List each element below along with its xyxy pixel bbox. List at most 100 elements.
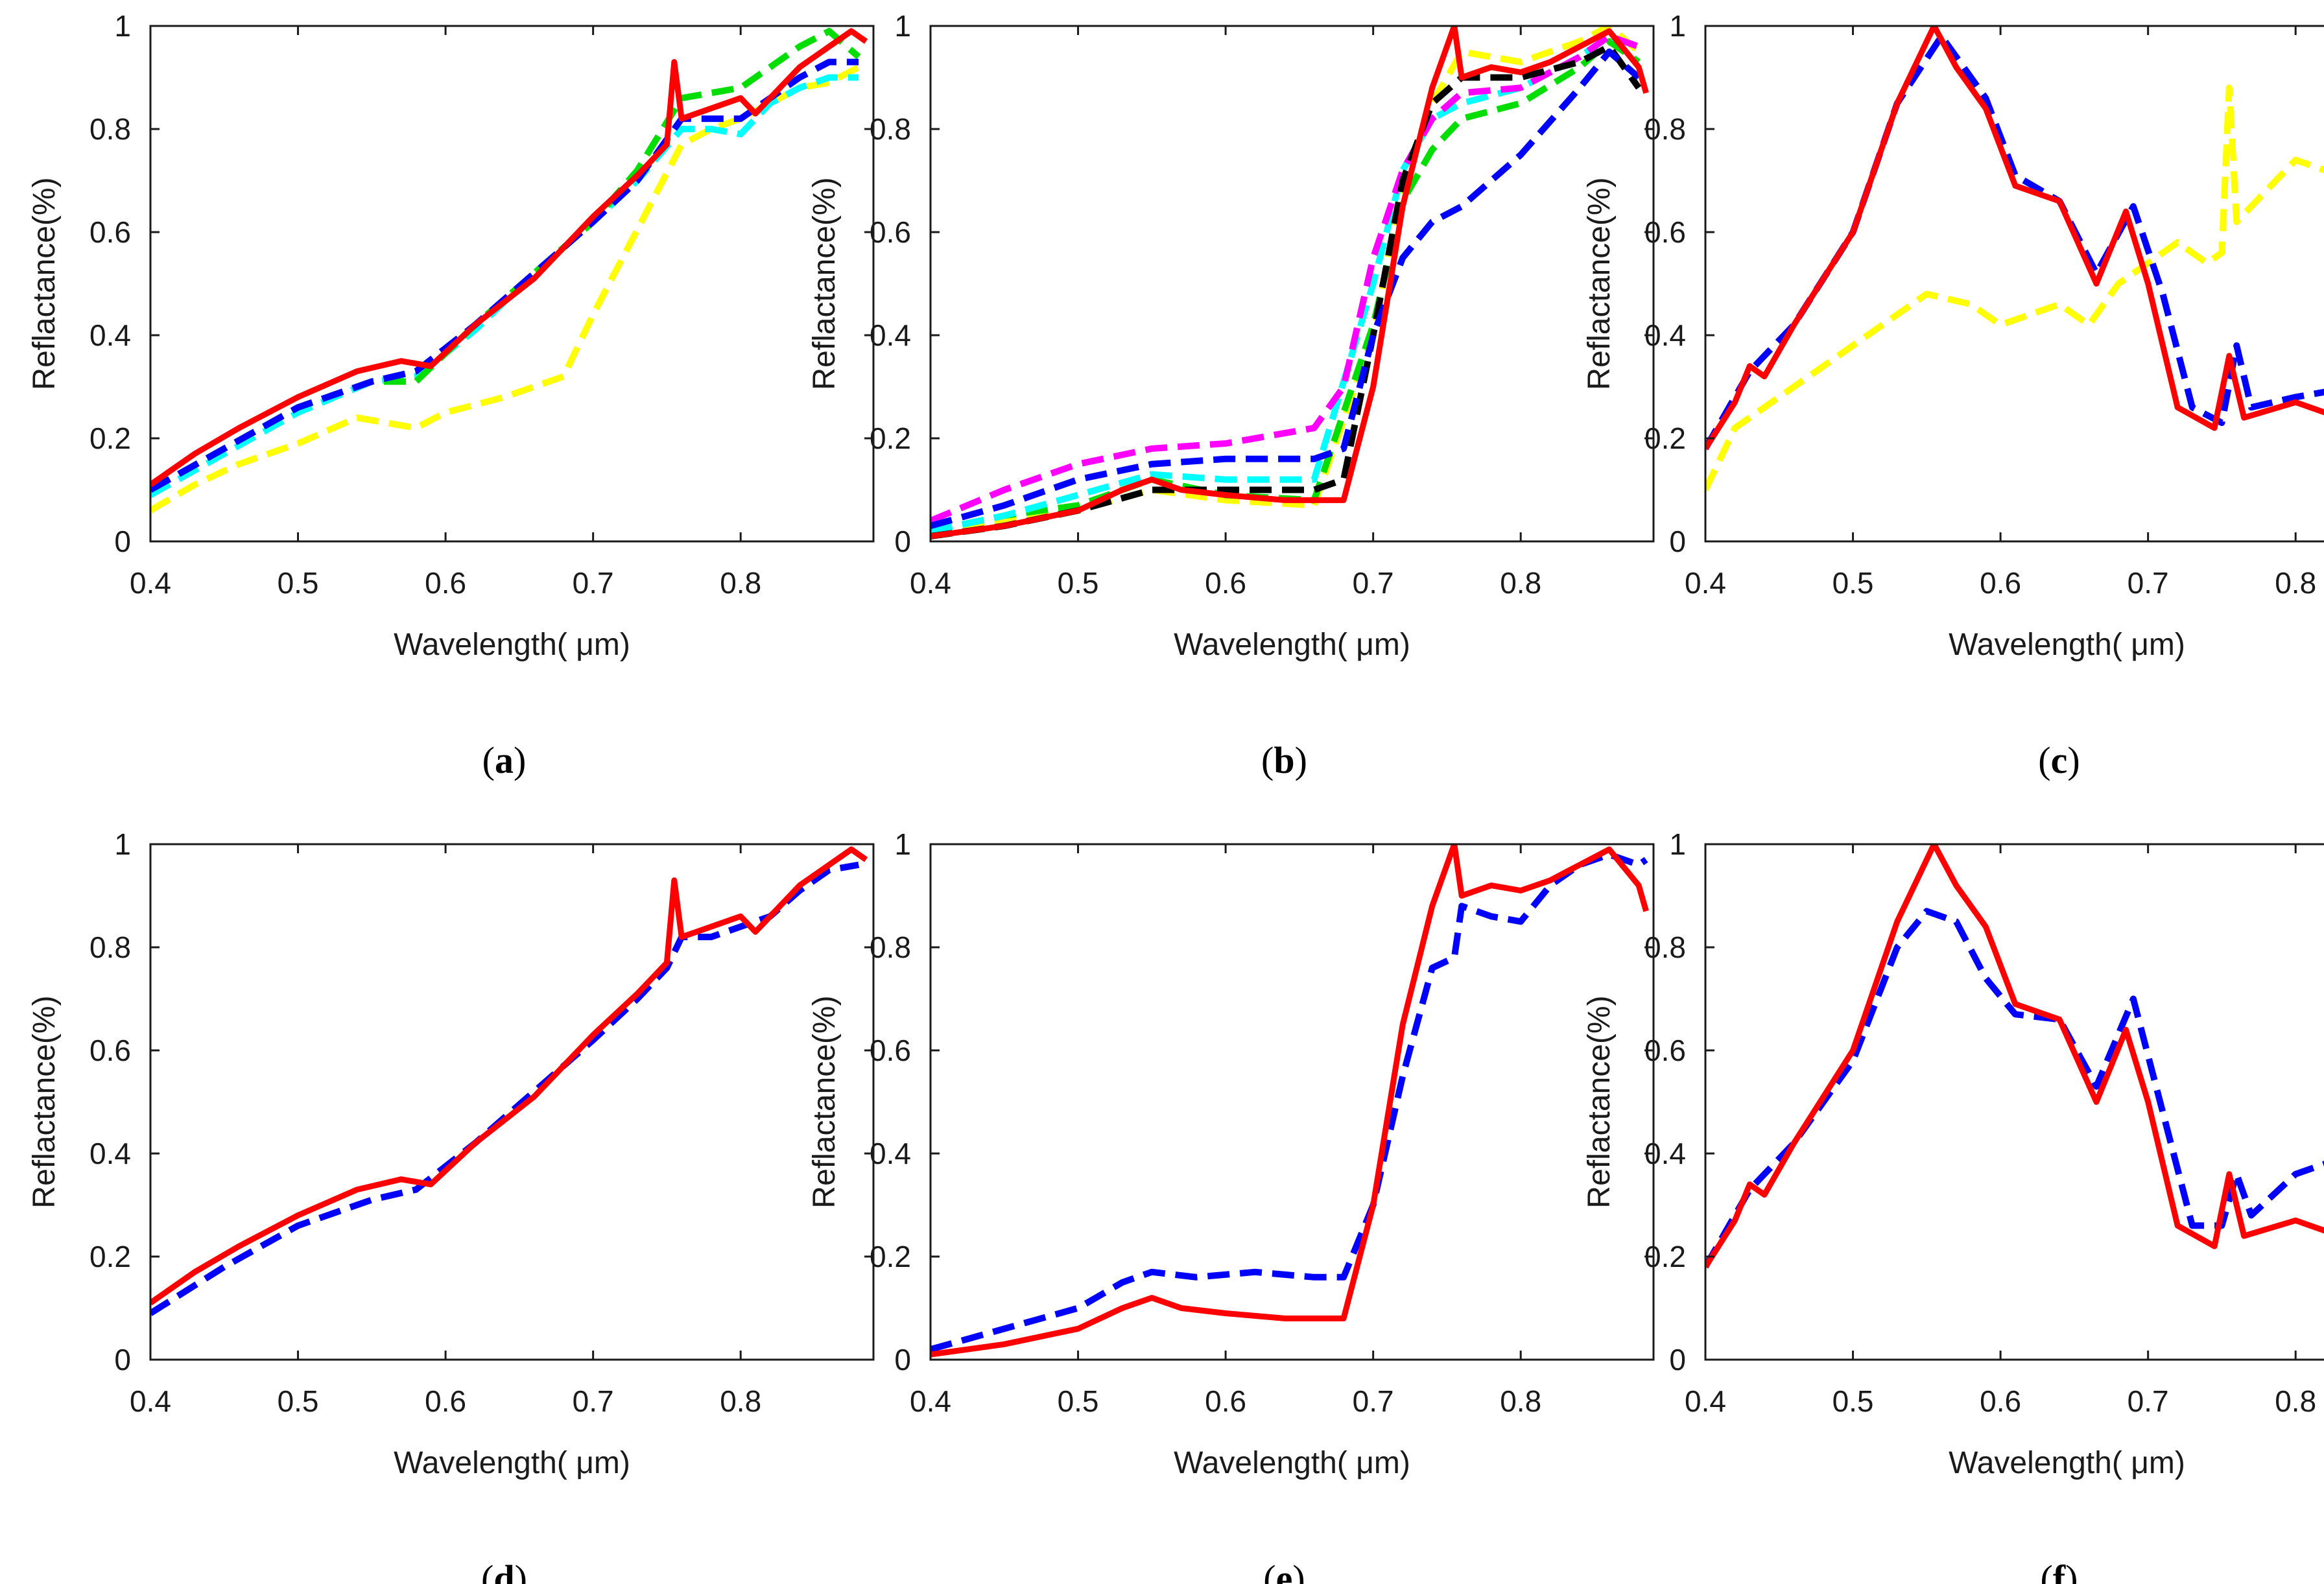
y-tick-label: 0.2 — [89, 1240, 131, 1273]
series-line-blue — [150, 861, 860, 1316]
x-tick-label: 0.5 — [1832, 1384, 1874, 1418]
chart-panel-d: 0.4 0.5 0.6 0.7 0.8 0 0.2 0.4 0.6 0.8 1 Wavelength(… — [27, 827, 875, 1584]
series-line-red — [150, 846, 868, 1306]
y-tick-label: 1 — [1669, 827, 1686, 861]
y-tick-label: 0.8 — [89, 112, 131, 146]
caption-paren-open: ( — [481, 1557, 493, 1584]
y-tick-label: 0.6 — [89, 215, 131, 249]
x-axis-title: Wavelength( μm) — [394, 1446, 630, 1480]
y-tick-label: 0.6 — [89, 1034, 131, 1067]
panel-caption: (d) — [481, 1557, 527, 1584]
series-group — [1705, 844, 2324, 1269]
caption-paren-close: ) — [1295, 739, 1307, 781]
y-tick-label: 0 — [1669, 525, 1686, 558]
series-line-green — [931, 38, 1641, 534]
x-tick-label: 0.6 — [1205, 1384, 1246, 1418]
y-tick-label: 0.4 — [870, 1137, 911, 1170]
series-group — [150, 846, 868, 1316]
caption-letter: f — [2053, 1557, 2066, 1584]
x-tick-label: 0.5 — [1058, 1384, 1099, 1418]
caption-paren-open: ( — [1263, 1557, 1275, 1584]
y-tick-label: 0.4 — [89, 1137, 131, 1170]
y-tick-label: 1 — [114, 827, 131, 861]
series-line-blue — [931, 48, 1641, 529]
series-line-magenta — [931, 32, 1640, 524]
series-line-blue — [1705, 32, 2324, 451]
x-tick-label: 0.7 — [1353, 1384, 1394, 1418]
x-tick-label: 0.8 — [720, 1384, 761, 1418]
x-tick-label: 0.4 — [130, 1384, 171, 1418]
panel-caption: (a) — [482, 739, 527, 781]
y-tick-label: 0.8 — [1644, 112, 1686, 146]
x-tick-label: 0.7 — [573, 566, 614, 600]
y-tick-label: 0.2 — [870, 421, 911, 455]
x-tick-label: 0.7 — [1353, 566, 1394, 600]
plot-frame — [1704, 25, 2324, 543]
x-tick-label: 0.6 — [425, 1384, 466, 1418]
caption-letter: d — [493, 1557, 514, 1584]
y-axis-title: Reflactance(%) — [27, 177, 62, 390]
panel-caption: (c) — [2038, 739, 2080, 781]
x-tick-label: 0.8 — [2275, 566, 2316, 600]
caption-letter: c — [2051, 739, 2068, 781]
series-line-black — [931, 43, 1642, 539]
y-axis-title: Reflactance(%) — [807, 177, 842, 390]
x-tick-label: 0.8 — [1500, 566, 1541, 600]
y-tick-label: 1 — [894, 9, 911, 43]
series-line-red — [1705, 26, 2324, 451]
series-line-blue — [150, 58, 859, 493]
x-tick-label: 0.4 — [910, 1384, 951, 1418]
series-line-blue — [931, 851, 1648, 1353]
x-tick-label: 0.7 — [573, 1384, 614, 1418]
series-line-cyan — [150, 74, 859, 498]
y-tick-label: 0.2 — [1644, 1240, 1686, 1273]
series-group — [150, 28, 868, 514]
caption-paren-close: ) — [514, 739, 526, 781]
y-tick-label: 1 — [1669, 9, 1686, 43]
y-tick-label: 0 — [894, 1343, 911, 1377]
y-tick-label: 0.8 — [1644, 930, 1686, 964]
series-line-yellow — [1705, 84, 2324, 491]
series-line-yellow — [150, 64, 860, 514]
y-tick-label: 0.2 — [870, 1240, 911, 1273]
y-tick-label: 0.8 — [89, 930, 131, 964]
plot-frame — [1704, 843, 2324, 1361]
caption-paren-open: ( — [2041, 1557, 2053, 1584]
x-axis-title: Wavelength( μm) — [1174, 1446, 1410, 1480]
x-tick-label: 0.8 — [2275, 1384, 2316, 1418]
x-axis-title: Wavelength( μm) — [1949, 1446, 2185, 1480]
x-tick-label: 0.6 — [1980, 1384, 2021, 1418]
plot-frame — [149, 25, 875, 543]
plot-frame — [929, 25, 1655, 543]
series-line-red — [931, 844, 1649, 1358]
y-tick-label: 0.6 — [1644, 215, 1686, 249]
y-axis-title: Reflactance(%) — [1582, 995, 1617, 1208]
caption-paren-open: ( — [2038, 739, 2050, 781]
chart-panel-c: 0.4 0.5 0.6 0.7 0.8 0 0.2 0.4 0.6 0.8 1 Wavelength(… — [1582, 9, 2324, 781]
x-tick-label: 0.5 — [1058, 566, 1099, 600]
series-group — [931, 844, 1649, 1358]
y-tick-label: 0.2 — [1644, 421, 1686, 455]
x-tick-label: 0.7 — [2128, 1384, 2169, 1418]
y-tick-label: 1 — [114, 9, 131, 43]
x-tick-label: 0.8 — [1500, 1384, 1541, 1418]
x-tick-label: 0.4 — [1685, 1384, 1726, 1418]
y-tick-label: 0.4 — [1644, 318, 1686, 352]
y-tick-label: 0 — [894, 525, 911, 558]
x-tick-label: 0.6 — [1980, 566, 2021, 600]
x-tick-label: 0.6 — [1205, 566, 1246, 600]
x-tick-label: 0.4 — [130, 566, 171, 600]
chart-panel-a: 0.4 0.5 0.6 0.7 0.8 0 0.2 0.4 0.6 0.8 1 Wavelength(… — [27, 9, 875, 781]
x-tick-label: 0.5 — [278, 1384, 319, 1418]
x-axis-title: Wavelength( μm) — [1949, 628, 2185, 662]
series-line-yellow — [931, 26, 1641, 535]
series-line-red — [1705, 844, 2324, 1269]
caption-paren-open: ( — [482, 739, 495, 781]
y-axis-title: Reflactance(%) — [27, 995, 62, 1208]
caption-paren-close: ) — [2067, 739, 2080, 781]
y-tick-label: 0.6 — [870, 215, 911, 249]
series-group — [1705, 26, 2324, 491]
series-line-red — [931, 26, 1649, 539]
caption-paren-close: ) — [1292, 1557, 1305, 1584]
